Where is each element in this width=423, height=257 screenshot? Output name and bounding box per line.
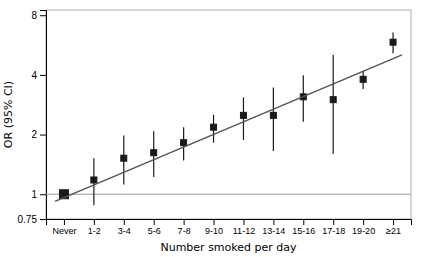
x-tick-label: 1-2 xyxy=(88,226,101,236)
x-tick-label: 17-18 xyxy=(322,226,345,236)
point xyxy=(211,124,217,130)
x-tick-mark xyxy=(243,219,244,225)
y-tick-label: 8 xyxy=(31,10,37,21)
point xyxy=(360,76,366,82)
error-bar xyxy=(273,88,274,151)
y-tick: 1 xyxy=(31,189,46,200)
x-tick-mark xyxy=(363,219,364,225)
x-tick-mark xyxy=(214,219,215,225)
reference-line xyxy=(46,194,411,195)
x-tick-mark xyxy=(273,219,274,225)
point xyxy=(181,140,187,146)
error-bar xyxy=(333,55,334,154)
x-tick-mark xyxy=(333,219,334,225)
x-tick: 15-16 xyxy=(292,219,315,236)
x-tick: 3-4 xyxy=(118,219,131,236)
x-tick: 1-2 xyxy=(88,219,101,236)
marks xyxy=(46,32,411,205)
x-tick-mark xyxy=(124,219,125,225)
point xyxy=(121,155,127,161)
x-axis-line xyxy=(47,220,412,226)
x-tick-label: 19-20 xyxy=(352,226,375,236)
y-tick-label: 2 xyxy=(31,129,37,140)
point xyxy=(270,112,276,118)
x-tick-mark xyxy=(393,219,394,225)
x-tick-label: 15-16 xyxy=(292,226,315,236)
y-axis-line xyxy=(40,11,47,220)
x-tick-label: ≥21 xyxy=(386,226,401,236)
x-tick: 11-12 xyxy=(233,219,255,236)
y-tick-mark xyxy=(40,75,46,76)
plot: Never 1-2 3-4 5-6 7-8 9-10 11-12 13-14 15-16 17-1… xyxy=(18,10,412,236)
y-tick: 8 xyxy=(31,10,46,21)
y-tick-mark xyxy=(40,194,46,195)
y-tick-mark xyxy=(40,15,46,16)
x-tick: 5-6 xyxy=(148,219,161,236)
point xyxy=(91,177,97,183)
x-tick: 9-10 xyxy=(205,219,223,236)
x-tick-mark xyxy=(184,219,185,225)
x-tick: Never xyxy=(52,219,76,236)
x-tick-label: 5-6 xyxy=(148,226,161,236)
y-tick-label: 1 xyxy=(31,189,37,200)
y-tick: 0.75 xyxy=(18,214,46,225)
x-tick: 17-18 xyxy=(322,219,345,236)
y-tick: 4 xyxy=(31,70,46,81)
trend-line xyxy=(55,55,402,202)
y-tick-label: 4 xyxy=(31,70,37,81)
y-axis-title: OR (95% CI) xyxy=(2,81,15,148)
x-tick-mark xyxy=(154,219,155,225)
x-tick-mark xyxy=(64,219,65,225)
x-tick: 13-14 xyxy=(262,219,285,236)
plot-frame xyxy=(46,10,411,219)
x-tick: ≥21 xyxy=(386,219,401,236)
point xyxy=(151,150,157,156)
y-axis: 0.75 1 2 4 8 xyxy=(18,10,47,225)
chart: Never 1-2 3-4 5-6 7-8 9-10 11-12 13-14 15-16 17-1… xyxy=(0,0,423,257)
point xyxy=(240,112,246,118)
x-tick-mark xyxy=(94,219,95,225)
y-tick: 2 xyxy=(31,129,46,140)
x-tick-mark xyxy=(303,219,304,225)
y-tick-mark xyxy=(40,219,46,220)
x-tick-label: 7-8 xyxy=(178,226,191,236)
x-tick-label: 9-10 xyxy=(205,226,223,236)
x-tick: 7-8 xyxy=(178,219,191,236)
y-tick-label: 0.75 xyxy=(18,214,38,225)
x-axis-title: Number smoked per day xyxy=(160,241,297,254)
x-tick-label: Never xyxy=(52,226,76,236)
y-tick-mark xyxy=(40,135,46,136)
point xyxy=(390,39,396,45)
x-axis: Never 1-2 3-4 5-6 7-8 9-10 11-12 13-14 15-16 17-1… xyxy=(47,219,412,236)
x-tick-label: 13-14 xyxy=(262,226,285,236)
point xyxy=(330,97,336,103)
x-tick: 19-20 xyxy=(352,219,375,236)
x-tick-label: 11-12 xyxy=(233,226,255,236)
x-tick-label: 3-4 xyxy=(118,226,131,236)
